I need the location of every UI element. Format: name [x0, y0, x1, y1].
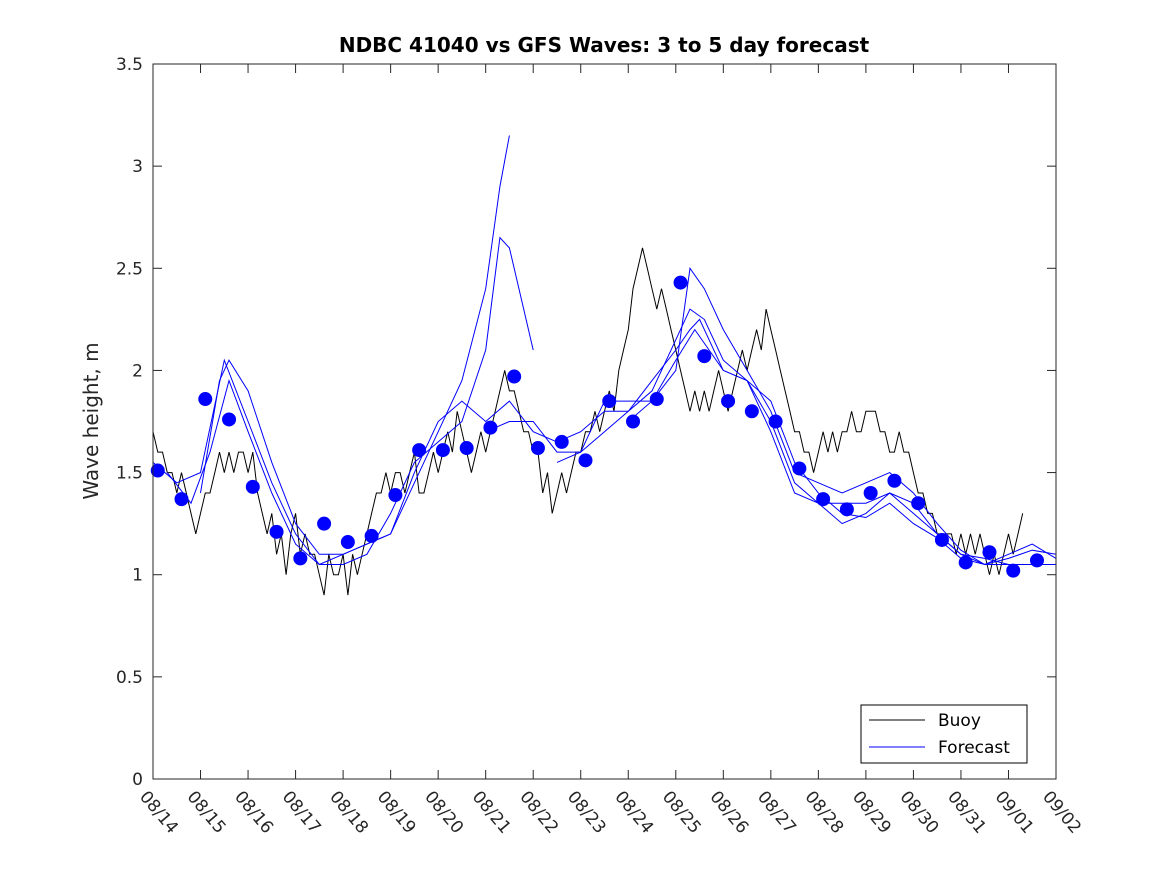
- y-tick-label: 1.5: [116, 464, 143, 484]
- y-axis-label: Wave height, m: [79, 342, 103, 499]
- forecast-point: [673, 275, 688, 290]
- axes-background: [153, 64, 1056, 779]
- forecast-point: [412, 443, 427, 458]
- forecast-point: [530, 441, 545, 456]
- forecast-point: [340, 535, 355, 550]
- forecast-point: [554, 434, 569, 449]
- legend-box: [860, 704, 1028, 764]
- forecast-point: [388, 488, 403, 503]
- forecast-point: [1006, 563, 1021, 578]
- axes-frame: [152, 63, 1057, 780]
- forecast-point: [459, 441, 474, 456]
- forecast-point: [507, 369, 522, 384]
- y-tick-label: 0.5: [116, 668, 143, 688]
- legend: Buoy Forecast: [860, 704, 1028, 764]
- forecast-point: [768, 414, 783, 429]
- legend-buoy-label: Buoy: [938, 711, 981, 731]
- y-tick-label: 1: [132, 566, 143, 586]
- y-tick-label: 0: [132, 770, 143, 790]
- forecast-point: [435, 443, 450, 458]
- forecast-point: [721, 394, 736, 409]
- forecast-point: [744, 404, 759, 419]
- forecast-point: [839, 502, 854, 517]
- forecast-point: [198, 392, 213, 407]
- forecast-point: [150, 463, 165, 478]
- forecast-point: [934, 532, 949, 547]
- forecast-point: [958, 555, 973, 570]
- forecast-point: [792, 461, 807, 476]
- y-tick-label: 2.5: [116, 259, 143, 279]
- forecast-point: [649, 392, 664, 407]
- forecast-series-line: [627, 328, 1056, 565]
- forecast-point: [602, 394, 617, 409]
- forecast-point: [911, 496, 926, 511]
- forecast-point: [174, 492, 189, 507]
- legend-forecast-label: Forecast: [938, 738, 1010, 758]
- forecast-point: [269, 524, 284, 539]
- forecast-point: [626, 414, 641, 429]
- forecast-point: [982, 545, 997, 560]
- forecast-point: [578, 453, 593, 468]
- forecast-point: [863, 486, 878, 500]
- forecast-point: [317, 516, 332, 531]
- forecast-point: [245, 479, 260, 494]
- forecast-point: [887, 473, 902, 488]
- buoy-series-line: [152, 247, 1024, 596]
- forecast-point: [483, 420, 498, 435]
- y-tick-label: 3.5: [116, 55, 143, 75]
- forecast-point: [293, 551, 308, 566]
- y-tick-label: 2: [132, 361, 143, 381]
- forecast-point: [222, 412, 237, 427]
- forecast-point: [1029, 553, 1044, 568]
- forecast-point: [697, 349, 712, 364]
- chart-title: NDBC 41040 vs GFS Waves: 3 to 5 day fore…: [339, 33, 870, 57]
- forecast-series-line: [152, 236, 534, 565]
- forecast-point: [816, 492, 831, 507]
- forecast-point: [364, 528, 379, 543]
- y-tick-label: 3: [132, 157, 143, 177]
